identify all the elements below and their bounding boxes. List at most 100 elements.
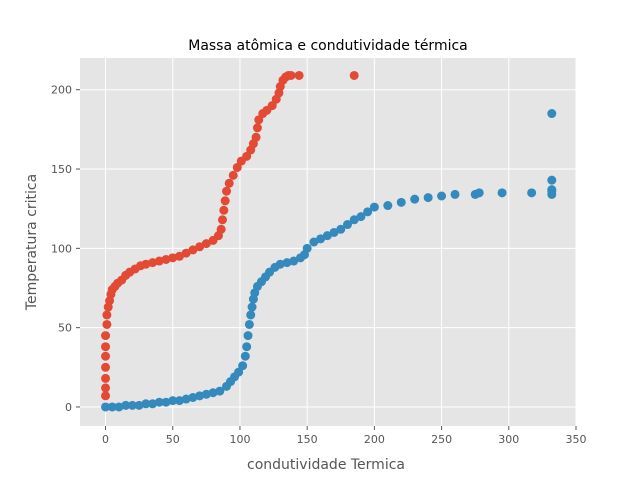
data-point	[238, 361, 248, 371]
data-point	[217, 215, 227, 225]
data-point	[141, 399, 151, 409]
data-point	[101, 362, 111, 372]
data-point	[101, 373, 111, 383]
data-point	[154, 397, 164, 407]
data-point	[547, 175, 557, 185]
x-tick-label: 200	[364, 433, 385, 446]
y-tick-label: 0	[65, 401, 72, 414]
data-point	[219, 205, 229, 215]
y-tick-label: 200	[51, 84, 72, 97]
data-point	[252, 123, 262, 133]
data-point	[161, 397, 171, 407]
data-point	[240, 351, 250, 361]
data-point	[101, 383, 111, 393]
data-point	[363, 207, 373, 217]
x-tick-label: 350	[566, 433, 587, 446]
data-point	[154, 256, 164, 266]
data-point	[216, 224, 226, 234]
data-point	[247, 302, 257, 312]
data-point	[423, 193, 433, 203]
data-point	[396, 197, 406, 207]
data-point	[286, 70, 296, 80]
data-point	[356, 212, 366, 222]
data-point	[251, 132, 261, 142]
data-point	[309, 237, 319, 247]
data-point	[228, 170, 238, 180]
y-tick-label: 50	[58, 322, 72, 335]
data-point	[322, 231, 332, 241]
data-point	[148, 258, 158, 268]
data-point	[450, 189, 460, 199]
data-point	[168, 253, 178, 263]
y-axis-label: Temperatura critica	[24, 174, 40, 311]
data-point	[127, 400, 137, 410]
data-points	[101, 70, 557, 412]
x-tick-label: 0	[102, 433, 109, 446]
data-point	[383, 201, 393, 211]
data-point	[174, 396, 184, 406]
data-point	[181, 248, 191, 258]
data-point	[148, 399, 158, 409]
data-point	[201, 239, 211, 249]
data-point	[497, 188, 507, 198]
data-point	[168, 396, 178, 406]
data-point	[243, 331, 253, 341]
data-point	[316, 234, 326, 244]
y-tick-label: 150	[51, 163, 72, 176]
series-2	[101, 109, 557, 412]
data-point	[336, 224, 346, 234]
data-point	[527, 188, 537, 198]
data-point	[102, 319, 112, 329]
x-tick-label: 300	[498, 433, 519, 446]
data-point	[349, 215, 359, 225]
grid-lines	[80, 58, 577, 426]
data-point	[342, 220, 352, 230]
data-point	[547, 185, 557, 195]
data-point	[547, 109, 557, 119]
data-point	[107, 402, 117, 412]
data-point	[188, 392, 198, 402]
data-point	[329, 227, 339, 237]
x-tick-label: 150	[297, 433, 318, 446]
data-point	[246, 310, 256, 320]
data-point	[101, 331, 111, 341]
data-point	[302, 243, 312, 253]
x-tick-label: 50	[166, 433, 180, 446]
data-point	[161, 254, 171, 264]
y-tick-label: 100	[51, 242, 72, 255]
x-tick-label: 250	[431, 433, 452, 446]
data-point	[134, 400, 144, 410]
data-point	[121, 400, 131, 410]
data-point	[289, 256, 299, 266]
data-point	[141, 259, 151, 269]
data-point	[474, 188, 484, 198]
data-point	[195, 242, 205, 252]
x-tick-label: 100	[229, 433, 250, 446]
data-point	[101, 351, 111, 361]
data-point	[101, 391, 111, 401]
data-point	[174, 251, 184, 261]
data-point	[282, 258, 292, 268]
data-point	[244, 319, 254, 329]
data-point	[222, 186, 232, 196]
data-point	[101, 402, 111, 412]
data-point	[215, 386, 225, 396]
data-point	[188, 245, 198, 255]
data-point	[294, 70, 304, 80]
data-point	[114, 402, 124, 412]
chart-title: Massa atômica e condutividade térmica	[188, 38, 468, 54]
series-1	[101, 70, 359, 401]
data-point	[437, 191, 447, 201]
plot-background	[80, 58, 576, 426]
data-point	[102, 310, 112, 320]
data-point	[201, 389, 211, 399]
data-point	[208, 388, 218, 398]
data-point	[224, 178, 234, 188]
data-point	[220, 196, 230, 206]
data-point	[349, 70, 359, 80]
tick-labels: 0 50 100 150 200 250 300 350 0 50 100 150 200	[51, 84, 587, 446]
data-point	[410, 194, 420, 204]
data-point	[195, 391, 205, 401]
x-axis-label: condutividade Termica	[247, 457, 405, 473]
